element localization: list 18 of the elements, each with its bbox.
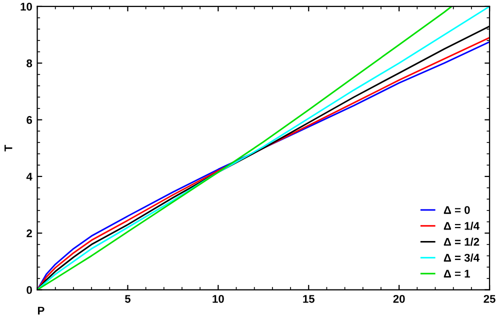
y-tick-label: 8 <box>26 59 32 68</box>
x-tick-label: 5 <box>124 295 131 303</box>
y-tick-label: 4 <box>26 172 32 180</box>
x-axis-title: P <box>38 306 44 314</box>
legend-label: Δ = 1/4 <box>444 222 480 230</box>
y-axis-title: T <box>4 144 12 152</box>
legend-label: Δ = 3/4 <box>444 254 480 262</box>
y-tick-label: 10 <box>20 2 32 11</box>
legend-label: Δ = 1/2 <box>444 238 480 246</box>
x-tick-label: 10 <box>212 294 224 303</box>
x-tick-label: 25 <box>484 294 496 303</box>
y-tick-label: 6 <box>26 116 32 124</box>
x-tick-label: 20 <box>393 294 405 303</box>
y-tick-label: 0 <box>26 286 32 294</box>
x-tick-label: 15 <box>303 295 315 303</box>
legend-label: Δ = 1 <box>444 270 470 278</box>
y-tick-label: 2 <box>26 229 32 238</box>
legend-label: Δ = 0 <box>444 206 470 214</box>
